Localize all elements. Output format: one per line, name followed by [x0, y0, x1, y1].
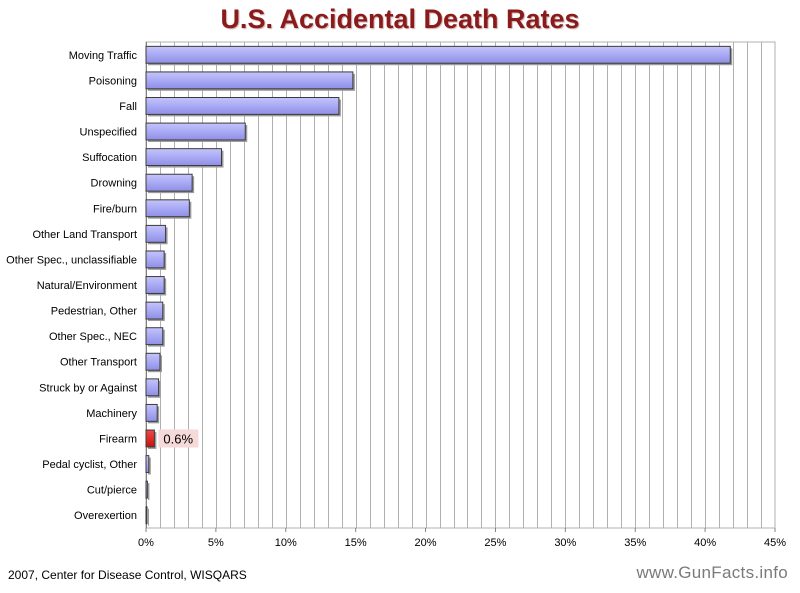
bar-moving-traffic — [145, 45, 731, 64]
category-label: Firearm — [99, 433, 137, 445]
bars: 0.6% — [145, 45, 733, 526]
bar-overexertion — [145, 506, 148, 525]
watermark: www.GunFacts.info — [636, 563, 788, 582]
category-label: Pedal cyclist, Other — [42, 459, 137, 471]
x-tick-label: 5% — [208, 537, 224, 549]
chart-title: U.S. Accidental Death Rates — [220, 4, 580, 34]
x-tick-label: 35% — [624, 537, 646, 549]
category-label: Suffocation — [82, 152, 137, 164]
category-label: Other Spec., NEC — [49, 331, 137, 343]
bar-other-spec-unclassifiable — [145, 250, 165, 269]
bar-fire-burn — [145, 199, 190, 218]
category-label: Other Transport — [60, 357, 137, 369]
bar-pedestrian-other — [145, 301, 164, 320]
category-label: Struck by or Against — [39, 382, 137, 394]
x-tick-label: 25% — [484, 537, 506, 549]
bar-struck-by-or-against — [145, 378, 160, 397]
data-label-bg — [158, 429, 199, 448]
data-label-firearm: 0.6% — [163, 431, 193, 446]
category-label: Other Land Transport — [32, 229, 137, 241]
category-label: Moving Traffic — [69, 50, 138, 62]
bar-poisoning — [145, 71, 354, 90]
bar-cut-pierce — [145, 480, 148, 499]
x-tick-label: 15% — [345, 537, 367, 549]
category-label: Natural/Environment — [37, 280, 137, 292]
bar-natural-environment — [145, 276, 165, 294]
category-label: Unspecified — [80, 127, 137, 139]
x-tick-label: 20% — [415, 537, 437, 549]
category-label: Drowning — [91, 178, 137, 190]
category-label: Poisoning — [89, 75, 137, 87]
category-label: Cut/pierce — [87, 485, 137, 497]
category-label: Fire/burn — [93, 203, 137, 215]
bar-drowning — [145, 173, 193, 192]
x-tick-label: 30% — [554, 537, 576, 549]
source-note: 2007, Center for Disease Control, WISQAR… — [8, 568, 247, 582]
x-tick-label: 0% — [138, 537, 154, 549]
x-axis-ticks: 0% 5% 10% 15% 20% 25% 30% 35% 40% 45% — [138, 528, 786, 549]
bar-firearm — [145, 429, 155, 448]
category-label: Machinery — [86, 408, 137, 420]
bar-other-transport — [145, 352, 161, 371]
x-tick-label: 40% — [694, 537, 716, 549]
bar-suffocation — [145, 148, 222, 167]
bar-pedal-cyclist-other — [145, 455, 150, 473]
category-labels: Moving Traffic Poisoning Fall Unspecified Su… — [6, 50, 137, 522]
bar-shadow — [148, 483, 150, 501]
bar-fall — [145, 97, 340, 115]
bar-shadow — [148, 457, 151, 475]
category-label: Pedestrian, Other — [51, 306, 138, 318]
category-label: Other Spec., unclassifiable — [6, 254, 137, 266]
x-tick-label: 45% — [764, 537, 786, 549]
bar-unspecified — [145, 122, 246, 141]
x-tick-label: 10% — [275, 537, 297, 549]
bar-shadow — [148, 508, 149, 526]
bar-other-spec-nec — [145, 327, 164, 346]
category-label: Overexertion — [74, 510, 137, 522]
category-label: Fall — [119, 101, 137, 113]
bar-machinery — [145, 403, 158, 422]
bar-other-land-transport — [145, 224, 167, 243]
